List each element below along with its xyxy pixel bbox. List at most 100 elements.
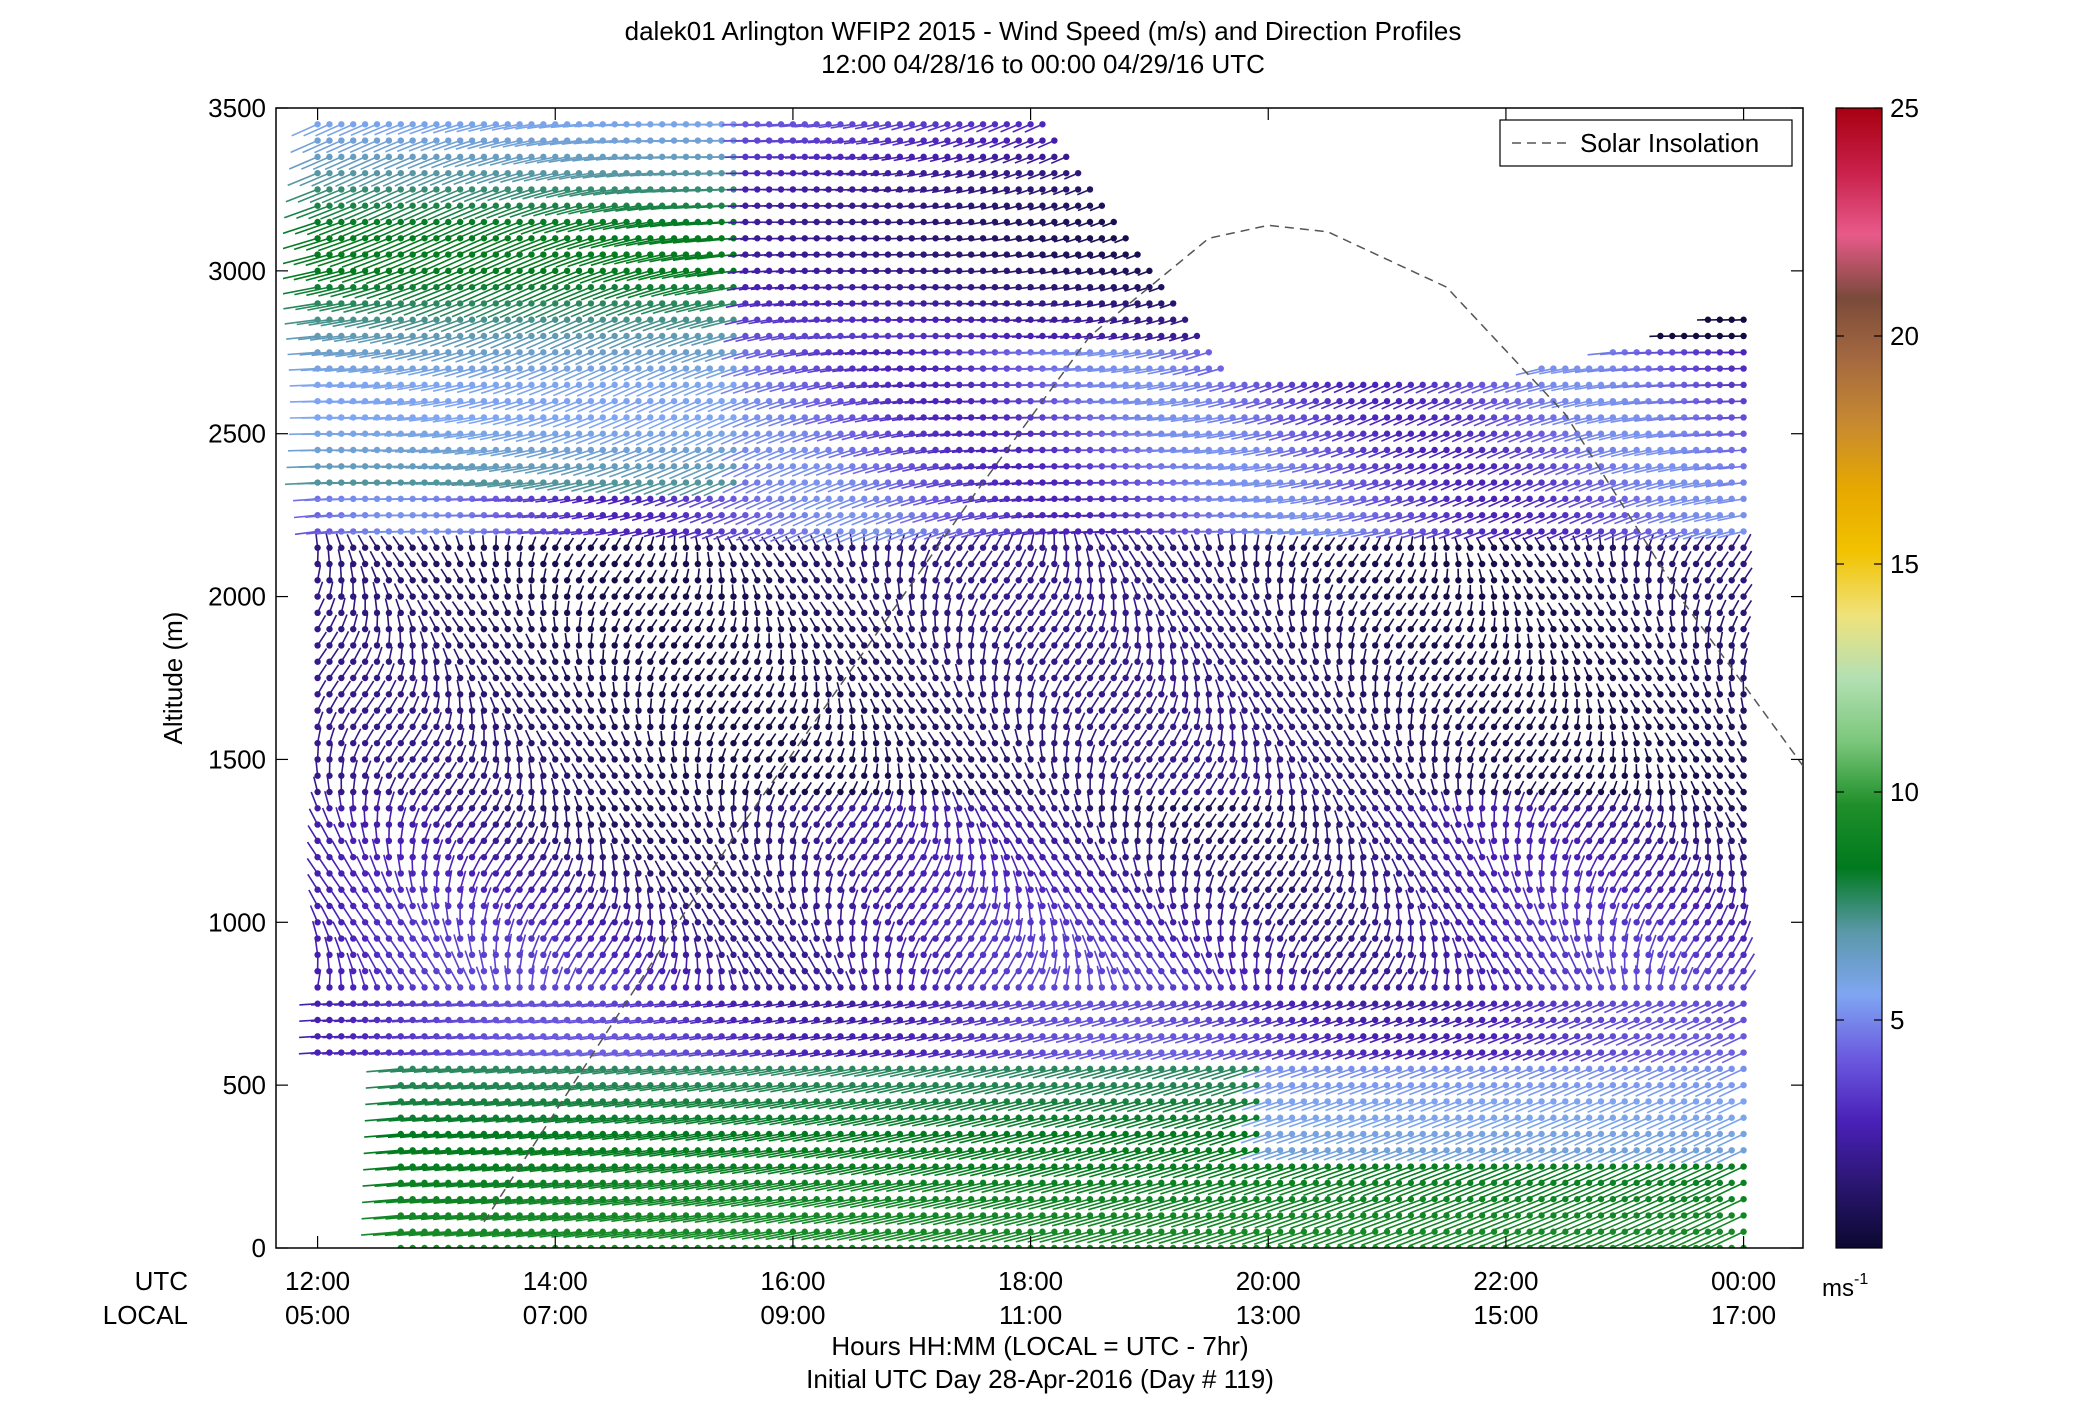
wind-barb-point bbox=[671, 887, 677, 893]
wind-barb-point bbox=[564, 821, 570, 827]
wind-barb-point bbox=[671, 382, 677, 388]
wind-barb-point bbox=[647, 756, 653, 762]
wind-barb-point bbox=[326, 626, 332, 632]
wind-barb-point bbox=[398, 300, 404, 306]
wind-barb-point bbox=[623, 707, 629, 713]
wind-barb-point bbox=[623, 805, 629, 811]
wind-barb-point bbox=[611, 724, 617, 730]
wind-barb-point bbox=[386, 593, 392, 599]
wind-barb-point bbox=[576, 414, 582, 420]
wind-barb-point bbox=[421, 1049, 427, 1055]
wind-barb-point bbox=[505, 756, 511, 762]
wind-barb-point bbox=[505, 317, 511, 323]
wind-barb-point bbox=[683, 789, 689, 795]
wind-barb-point bbox=[481, 821, 487, 827]
wind-barb-point bbox=[398, 1049, 404, 1055]
wind-barb-point bbox=[409, 821, 415, 827]
wind-barb-point bbox=[671, 789, 677, 795]
wind-barb-point bbox=[611, 838, 617, 844]
wind-barb-point bbox=[540, 919, 546, 925]
wind-barb-point bbox=[635, 935, 641, 941]
wind-barb-point bbox=[647, 740, 653, 746]
wind-barb-point bbox=[576, 251, 582, 257]
wind-barb-point bbox=[564, 887, 570, 893]
wind-barb-point bbox=[635, 593, 641, 599]
wind-barb-point bbox=[742, 821, 748, 827]
wind-barb-point bbox=[445, 300, 451, 306]
wind-barb-point bbox=[659, 952, 665, 958]
wind-barb-point bbox=[516, 756, 522, 762]
wind-barb-point bbox=[481, 805, 487, 811]
wind-barb-point bbox=[635, 284, 641, 290]
wind-barb-point bbox=[564, 642, 570, 648]
wind-barb-point bbox=[433, 545, 439, 551]
wind-barb-point bbox=[362, 268, 368, 274]
wind-barb-point bbox=[386, 137, 392, 143]
wind-barb-point bbox=[386, 887, 392, 893]
wind-barb-point bbox=[528, 235, 534, 241]
wind-barb-point bbox=[481, 170, 487, 176]
wind-barb-point bbox=[326, 186, 332, 192]
wind-barb-point bbox=[338, 577, 344, 583]
wind-barb-point bbox=[576, 642, 582, 648]
wind-barb-point bbox=[516, 349, 522, 355]
wind-barb-point bbox=[409, 724, 415, 730]
wind-barb-point bbox=[730, 773, 736, 779]
wind-barb-point bbox=[742, 740, 748, 746]
wind-barb-point bbox=[433, 870, 439, 876]
wind-barb-point bbox=[493, 610, 499, 616]
wind-barb-point bbox=[528, 577, 534, 583]
wind-barb-point bbox=[326, 545, 332, 551]
wind-barb-point bbox=[481, 952, 487, 958]
wind-barb-point bbox=[647, 593, 653, 599]
wind-barb-point bbox=[421, 984, 427, 990]
wind-barb-point bbox=[600, 724, 606, 730]
wind-barb-point bbox=[445, 154, 451, 160]
wind-barb-point bbox=[742, 528, 748, 534]
wind-barb-point bbox=[718, 691, 724, 697]
wind-barb-point bbox=[445, 610, 451, 616]
wind-barb-point bbox=[730, 740, 736, 746]
wind-barb-point bbox=[671, 805, 677, 811]
wind-barb-point bbox=[611, 300, 617, 306]
wind-barb-point bbox=[314, 137, 320, 143]
wind-barb-point bbox=[326, 756, 332, 762]
wind-barb-point bbox=[647, 691, 653, 697]
wind-barb-point bbox=[600, 333, 606, 339]
wind-barb-point bbox=[730, 691, 736, 697]
wind-barb-point bbox=[576, 365, 582, 371]
wind-barb-point bbox=[600, 317, 606, 323]
wind-barb-point bbox=[421, 1001, 427, 1007]
wind-barb-point bbox=[647, 382, 653, 388]
wind-barb-point bbox=[314, 203, 320, 209]
wind-barb-point bbox=[742, 561, 748, 567]
wind-barb-point bbox=[469, 203, 475, 209]
wind-barb-point bbox=[623, 821, 629, 827]
wind-barb-point bbox=[528, 854, 534, 860]
wind-barb-point bbox=[516, 251, 522, 257]
wind-barb-point bbox=[409, 756, 415, 762]
wind-barb-point bbox=[659, 659, 665, 665]
wind-barb-point bbox=[493, 577, 499, 583]
wind-barb-point bbox=[695, 610, 701, 616]
wind-barb-point bbox=[469, 952, 475, 958]
wind-barb-point bbox=[469, 805, 475, 811]
wind-barb-point bbox=[647, 952, 653, 958]
wind-barb-point bbox=[314, 821, 320, 827]
wind-barb-point bbox=[493, 952, 499, 958]
wind-barb-point bbox=[398, 821, 404, 827]
wind-barb-point bbox=[718, 887, 724, 893]
wind-barb-point bbox=[409, 854, 415, 860]
wind-barb-point bbox=[493, 186, 499, 192]
wind-barb-point bbox=[493, 805, 499, 811]
wind-barb-point bbox=[623, 626, 629, 632]
wind-barb-point bbox=[576, 887, 582, 893]
wind-barb-point bbox=[338, 724, 344, 730]
wind-barb-point bbox=[493, 919, 499, 925]
wind-barb-point bbox=[695, 707, 701, 713]
wind-barb-point bbox=[718, 952, 724, 958]
wind-barb-point bbox=[623, 952, 629, 958]
wind-barb-point bbox=[505, 561, 511, 567]
wind-barb-point bbox=[600, 870, 606, 876]
wind-barb-point bbox=[516, 887, 522, 893]
